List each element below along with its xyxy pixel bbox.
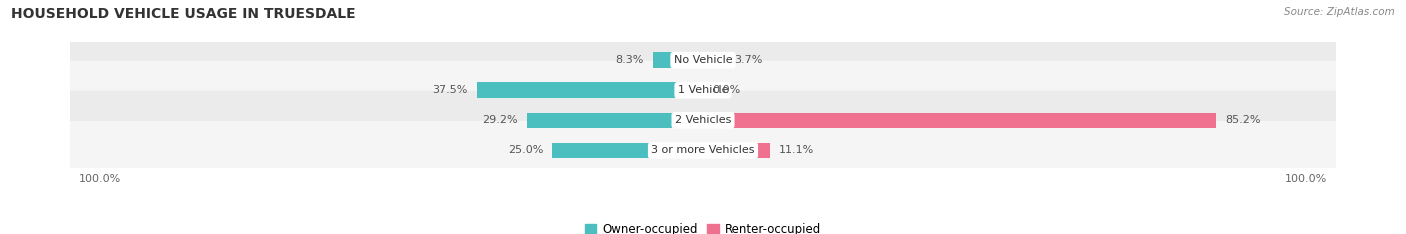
FancyBboxPatch shape	[67, 31, 1339, 90]
Bar	[703, 143, 770, 158]
Bar	[477, 82, 703, 98]
Bar	[703, 52, 725, 68]
Text: 0.0%: 0.0%	[711, 85, 741, 95]
Text: 3 or more Vehicles: 3 or more Vehicles	[651, 145, 755, 155]
Text: HOUSEHOLD VEHICLE USAGE IN TRUESDALE: HOUSEHOLD VEHICLE USAGE IN TRUESDALE	[11, 7, 356, 21]
Bar	[527, 113, 703, 128]
FancyBboxPatch shape	[67, 61, 1339, 120]
Text: 3.7%: 3.7%	[734, 55, 762, 65]
Bar	[652, 52, 703, 68]
Bar	[703, 113, 1216, 128]
Text: No Vehicle: No Vehicle	[673, 55, 733, 65]
Text: 2 Vehicles: 2 Vehicles	[675, 115, 731, 125]
FancyBboxPatch shape	[67, 121, 1339, 180]
Text: 29.2%: 29.2%	[482, 115, 517, 125]
FancyBboxPatch shape	[67, 91, 1339, 150]
Text: 37.5%: 37.5%	[433, 85, 468, 95]
Text: 25.0%: 25.0%	[508, 145, 543, 155]
Text: 1 Vehicle: 1 Vehicle	[678, 85, 728, 95]
Text: 85.2%: 85.2%	[1226, 115, 1261, 125]
Bar	[553, 143, 703, 158]
Legend: Owner-occupied, Renter-occupied: Owner-occupied, Renter-occupied	[579, 219, 827, 234]
Text: 8.3%: 8.3%	[616, 55, 644, 65]
Text: Source: ZipAtlas.com: Source: ZipAtlas.com	[1284, 7, 1395, 17]
Text: 11.1%: 11.1%	[779, 145, 814, 155]
